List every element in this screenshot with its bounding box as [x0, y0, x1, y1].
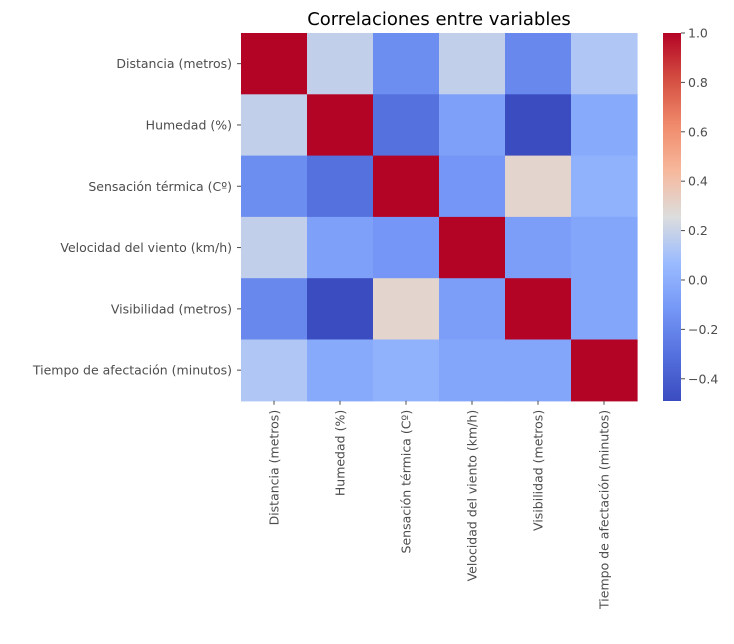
- heatmap-cell: [241, 33, 308, 95]
- y-tick-labels: Distancia (metros) Humedad (%) Sensación t…: [32, 56, 241, 378]
- y-tick-label: Sensación térmica (Cº): [88, 179, 232, 194]
- heatmap-cell: [439, 278, 506, 341]
- heatmap-cell: [307, 94, 374, 157]
- colorbar-tick-label: 0.0: [688, 272, 708, 287]
- heatmap-cell: [439, 155, 506, 218]
- heatmap-cell: [307, 33, 374, 95]
- heatmap-cell: [571, 33, 638, 95]
- heatmap-cell: [571, 216, 638, 279]
- x-tick-label: Humedad (%): [333, 410, 348, 496]
- heatmap-cell: [307, 216, 374, 279]
- heatmap-cell: [241, 155, 308, 218]
- heatmap-cell: [241, 339, 308, 402]
- x-tick-label: Velocidad del viento (km/h): [465, 410, 480, 582]
- heatmap-cell: [439, 33, 506, 95]
- heatmap-cell: [505, 94, 572, 157]
- heatmap-cell: [307, 155, 374, 218]
- heatmap-cell: [241, 278, 308, 341]
- colorbar: [663, 33, 681, 401]
- heatmap-cell: [571, 94, 638, 157]
- chart-title: Correlaciones entre variables: [307, 9, 571, 30]
- heatmap-cells: [241, 33, 638, 402]
- heatmap-cell: [373, 94, 440, 157]
- colorbar-tick-label: 0.8: [688, 75, 708, 90]
- heatmap-cell: [307, 339, 374, 402]
- y-tick-label: Distancia (metros): [116, 56, 232, 71]
- heatmap-cell: [505, 339, 572, 402]
- heatmap-cell: [439, 216, 506, 279]
- colorbar-tick-label: 1.0: [688, 26, 708, 41]
- x-tick-labels: Distancia (metros) Humedad (%) Sensación t…: [267, 400, 612, 610]
- heatmap-cell: [439, 94, 506, 157]
- heatmap-cell: [307, 278, 374, 341]
- x-tick-label: Tiempo de afectación (minutos): [597, 410, 612, 610]
- colorbar-tick-label: 0.2: [688, 223, 708, 238]
- heatmap-cell: [241, 94, 308, 157]
- x-tick-label: Distancia (metros): [267, 410, 282, 526]
- heatmap-cell: [373, 33, 440, 95]
- y-tick-label: Humedad (%): [146, 117, 232, 132]
- heatmap-cell: [373, 216, 440, 279]
- heatmap-cell: [373, 278, 440, 341]
- y-tick-label: Velocidad del viento (km/h): [60, 240, 232, 255]
- heatmap-cell: [373, 339, 440, 402]
- y-tick-label: Visibilidad (metros): [111, 301, 232, 316]
- heatmap-cell: [505, 216, 572, 279]
- colorbar-tick-label: −0.2: [688, 322, 718, 337]
- heatmap-cell: [439, 339, 506, 402]
- heatmap-cell: [373, 155, 440, 218]
- heatmap-cell: [505, 278, 572, 341]
- heatmap-cell: [505, 33, 572, 95]
- colorbar-ticks: 1.0 0.8 0.6 0.4 0.2 0.0 −0.2 −0.4: [681, 26, 718, 386]
- x-tick-label: Sensación térmica (Cº): [399, 410, 414, 554]
- heatmap-cell: [571, 278, 638, 341]
- colorbar-tick-label: 0.4: [688, 174, 708, 189]
- heatmap-cell: [571, 155, 638, 218]
- heatmap-cell: [505, 155, 572, 218]
- heatmap-cell: [241, 216, 308, 279]
- colorbar-tick-label: −0.4: [688, 371, 718, 386]
- y-tick-label: Tiempo de afectación (minutos): [32, 363, 232, 378]
- colorbar-tick-label: 0.6: [688, 124, 708, 139]
- x-tick-label: Visibilidad (metros): [531, 410, 546, 531]
- heatmap-cell: [571, 339, 638, 402]
